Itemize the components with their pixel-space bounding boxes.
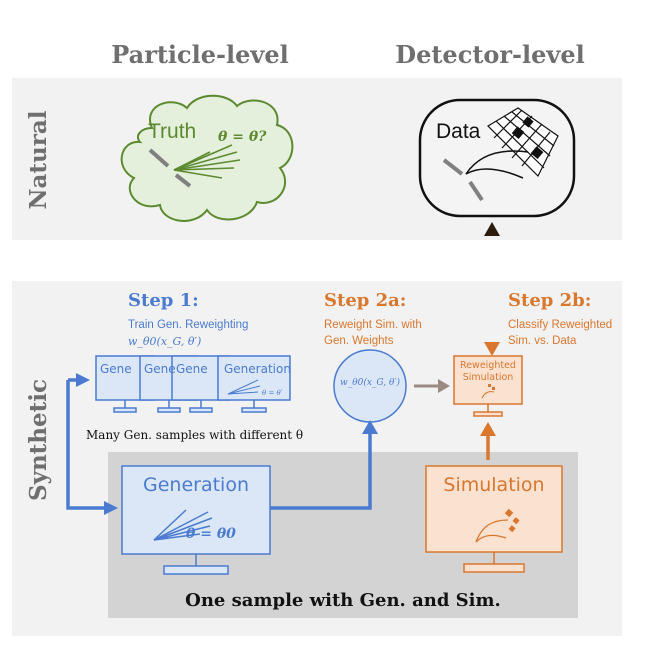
particle-level-title: Particle-level (111, 40, 289, 69)
monitor-stack (95, 355, 291, 413)
step1-title: Step 1: (128, 290, 199, 311)
step2b-title: Step 2b: (508, 290, 592, 311)
generation-theta: θ = θ0 (186, 526, 236, 542)
monitor-label-2: Gene (144, 362, 176, 376)
truth-theta: θ = θ? (218, 129, 267, 145)
beam-arrow-2 (174, 173, 192, 188)
stack-bracket-arrow (66, 373, 118, 515)
step1-desc-line2: w_θ0(x_G, θ′) (128, 335, 202, 348)
generation-monitor (121, 465, 271, 575)
step2b-desc-line1: Classify Reweighted (508, 319, 613, 331)
data-beam-arrow-2 (468, 180, 484, 202)
simulation-monitor (425, 465, 563, 573)
bottom-caption: One sample with Gen. and Sim. (185, 590, 501, 611)
monitor-caption: Many Gen. samples with different θ (86, 428, 304, 442)
data-label: Data (436, 120, 481, 143)
cloud-shape (120, 94, 294, 222)
monitor-label-4: Generation (224, 362, 291, 376)
truth-label: Truth (148, 120, 197, 143)
natural-row-title: Natural (25, 110, 52, 210)
detector-grid (487, 107, 559, 178)
data-sim-double-arrow (484, 222, 500, 356)
truth-cloud (120, 94, 294, 222)
step2a-desc-line1: Reweight Sim. with (324, 319, 422, 331)
data-detector (418, 98, 576, 218)
monitor-label-1: Gene (100, 362, 132, 376)
monitor-label-3: Gene (176, 362, 208, 376)
circle-to-reweighted-arrow (414, 379, 450, 393)
detector-level-title: Detector-level (395, 40, 585, 69)
sim-to-reweighted-arrow (480, 422, 496, 460)
reweighted-line2: Simulation (462, 372, 514, 383)
step1-desc-line1: Train Gen. Reweighting (128, 319, 249, 331)
generation-label: Generation (143, 474, 249, 496)
monitor-theta-prime: θ = θ′ (262, 389, 283, 397)
gen-to-circle-arrow (270, 420, 378, 510)
reweighted-line1: Reweighted (460, 360, 516, 371)
weight-circle-label: w_θ0(x_G, θ′) (340, 378, 400, 388)
step2b-desc-line2: Sim. vs. Data (508, 335, 577, 347)
truth-jet-arrows (173, 144, 241, 179)
generation-jet-arrows (153, 509, 213, 541)
reweighted-sim-monitor (453, 355, 523, 417)
step2a-title: Step 2a: (324, 290, 407, 311)
simulation-label: Simulation (443, 474, 545, 496)
beam-arrow-1 (148, 148, 170, 168)
step2a-desc-line2: Gen. Weights (324, 335, 394, 347)
data-beam-arrow-1 (442, 158, 464, 176)
